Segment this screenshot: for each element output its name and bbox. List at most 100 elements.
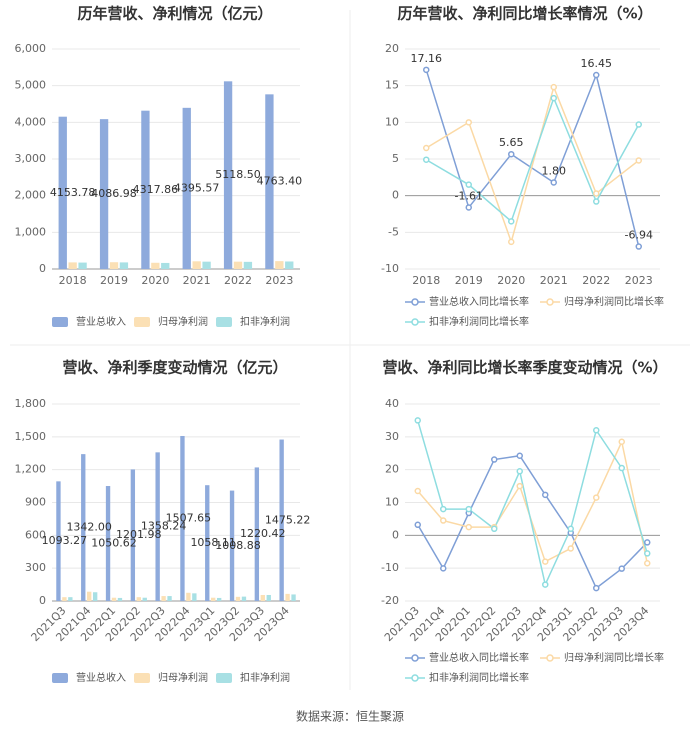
bar bbox=[182, 107, 191, 269]
bar bbox=[155, 452, 160, 601]
legend-swatch bbox=[134, 673, 150, 683]
data-label: 16.45 bbox=[581, 57, 613, 70]
bar bbox=[285, 261, 294, 269]
data-label: 4317.86 bbox=[133, 183, 179, 196]
point bbox=[635, 121, 642, 128]
bar bbox=[136, 597, 141, 601]
chart-title: 历年营收、净利情况（亿元） bbox=[77, 5, 272, 23]
bar bbox=[233, 261, 243, 269]
line bbox=[425, 96, 640, 223]
point bbox=[465, 181, 472, 188]
y-tick-label: 20 bbox=[385, 463, 399, 476]
legend-swatch bbox=[546, 654, 554, 662]
bar bbox=[235, 596, 241, 601]
bar bbox=[279, 439, 284, 601]
y-tick-label: 15 bbox=[385, 79, 399, 92]
point bbox=[414, 487, 421, 495]
bar bbox=[78, 262, 87, 269]
legend-swatch bbox=[52, 673, 68, 683]
chart-title: 营收、净利同比增长率季度变动情况（%） bbox=[382, 359, 667, 377]
bar bbox=[275, 261, 284, 269]
line bbox=[425, 69, 640, 247]
line bbox=[425, 84, 640, 245]
bar bbox=[285, 593, 290, 601]
bar bbox=[180, 435, 185, 601]
y-tick-label: 20 bbox=[385, 42, 399, 55]
bar bbox=[142, 597, 147, 601]
point bbox=[465, 119, 472, 126]
bar bbox=[117, 597, 123, 601]
point bbox=[593, 427, 600, 434]
point bbox=[542, 581, 549, 588]
point bbox=[550, 179, 557, 186]
legend-swatch bbox=[411, 318, 419, 326]
point bbox=[550, 94, 557, 102]
bar bbox=[223, 81, 233, 270]
y-tick-label: 300 bbox=[25, 561, 46, 574]
bar bbox=[119, 262, 129, 269]
y-tick-label: 900 bbox=[25, 496, 46, 509]
data-label: 1507.65 bbox=[166, 511, 212, 524]
legend-swatch bbox=[134, 317, 150, 327]
bar bbox=[254, 467, 260, 601]
y-tick-label: 4,000 bbox=[15, 115, 47, 128]
bar bbox=[202, 261, 211, 269]
bar bbox=[291, 594, 296, 601]
point bbox=[542, 558, 549, 565]
legend-swatch bbox=[216, 673, 232, 683]
legend-label: 营业总收入 bbox=[76, 315, 126, 328]
point bbox=[635, 157, 642, 164]
chart-title: 营收、净利季度变动情况（亿元） bbox=[62, 359, 287, 377]
bar bbox=[58, 116, 67, 269]
point bbox=[567, 525, 574, 533]
bar bbox=[260, 594, 265, 601]
bar bbox=[205, 485, 210, 601]
bar bbox=[62, 597, 67, 601]
point bbox=[593, 190, 600, 197]
data-label: 1.80 bbox=[542, 164, 567, 177]
bar bbox=[265, 94, 274, 269]
legend-label: 营业总收入同比增长率 bbox=[429, 295, 529, 308]
data-label: 5.65 bbox=[499, 136, 524, 149]
point bbox=[635, 243, 642, 250]
bar bbox=[211, 597, 216, 601]
bar bbox=[266, 594, 271, 601]
data-label: 1050.62 bbox=[91, 537, 137, 550]
y-tick-label: 1,500 bbox=[15, 430, 47, 443]
x-tick-label: 2020 bbox=[497, 274, 525, 287]
point bbox=[491, 525, 498, 533]
y-tick-label: 1,200 bbox=[15, 463, 47, 476]
point bbox=[508, 218, 515, 225]
data-label: 1008.88 bbox=[215, 539, 261, 552]
bar bbox=[87, 591, 92, 601]
point bbox=[440, 505, 447, 513]
y-tick-label: 30 bbox=[385, 430, 399, 443]
bar bbox=[161, 596, 166, 601]
legend-swatch bbox=[216, 317, 232, 327]
bar bbox=[241, 596, 247, 601]
y-tick-label: 0 bbox=[392, 189, 399, 202]
point bbox=[618, 565, 625, 572]
legend-label: 归母净利润 bbox=[158, 671, 208, 684]
bar bbox=[105, 486, 111, 601]
point bbox=[423, 156, 430, 163]
bar bbox=[68, 262, 77, 269]
x-tick-label: 2021 bbox=[183, 274, 211, 287]
point bbox=[491, 456, 498, 463]
bar bbox=[92, 592, 98, 601]
data-label: 1220.42 bbox=[240, 527, 286, 540]
y-tick-label: 10 bbox=[385, 496, 399, 509]
legend-label: 归母净利润同比增长率 bbox=[564, 295, 664, 308]
y-tick-label: 6,000 bbox=[15, 42, 47, 55]
legend-label: 扣非净利润 bbox=[240, 315, 290, 328]
data-label: 1058.11 bbox=[190, 536, 236, 549]
point bbox=[465, 505, 472, 513]
x-tick-label: 2023 bbox=[265, 274, 293, 287]
point bbox=[593, 198, 600, 205]
point bbox=[440, 565, 447, 572]
bar bbox=[141, 110, 150, 269]
data-label: 1201.98 bbox=[116, 528, 162, 541]
bar bbox=[151, 262, 160, 269]
point bbox=[516, 452, 523, 459]
line bbox=[417, 454, 648, 590]
